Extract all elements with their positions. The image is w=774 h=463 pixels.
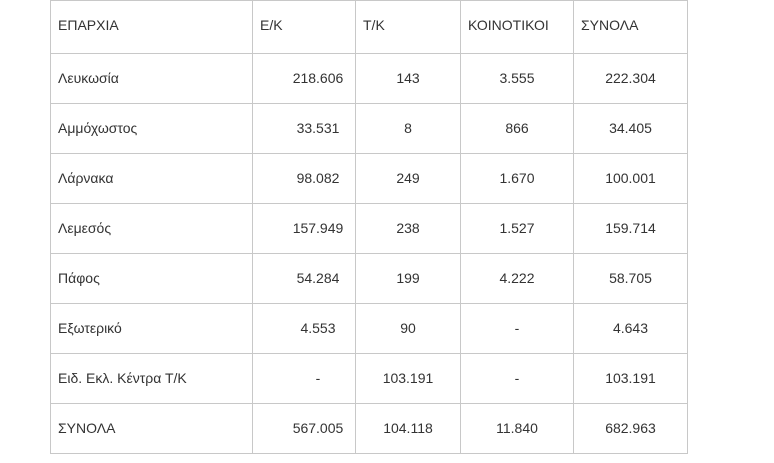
row-total: 34.405 <box>573 103 688 154</box>
results-table: ΕΠΑΡΧΙΑ Ε/Κ Τ/Κ ΚΟΙΝΟΤΙΚΟΙ ΣΥΝΟΛΑ Λευκωσ… <box>50 0 688 454</box>
totals-total: 682.963 <box>573 403 688 454</box>
row-name: Εξωτερικό <box>50 303 253 354</box>
row-tk: 199 <box>355 253 461 304</box>
table-row: Λευκωσία 218.606 143 3.555 222.304 <box>50 53 688 104</box>
row-koinotikoi: 1.670 <box>460 153 574 204</box>
row-total: 58.705 <box>573 253 688 304</box>
row-koinotikoi: - <box>460 353 574 404</box>
row-tk: 90 <box>355 303 461 354</box>
totals-label: ΣΥΝΟΛΑ <box>50 403 253 454</box>
table-row: Αμμόχωστος 33.531 8 866 34.405 <box>50 103 688 154</box>
row-name: Λάρνακα <box>50 153 253 204</box>
row-name: Λεμεσός <box>50 203 253 254</box>
row-ek: 33.531 <box>252 103 356 154</box>
header-eparchia: ΕΠΑΡΧΙΑ <box>50 0 253 54</box>
row-total: 103.191 <box>573 353 688 404</box>
row-koinotikoi: 866 <box>460 103 574 154</box>
totals-tk: 104.118 <box>355 403 461 454</box>
row-ek: - <box>252 353 356 404</box>
table-row: Λεμεσός 157.949 238 1.527 159.714 <box>50 203 688 254</box>
row-koinotikoi: 3.555 <box>460 53 574 104</box>
header-synola: ΣΥΝΟΛΑ <box>573 0 688 54</box>
row-tk: 103.191 <box>355 353 461 404</box>
row-name: Ειδ. Εκλ. Κέντρα Τ/Κ <box>50 353 253 404</box>
row-total: 100.001 <box>573 153 688 204</box>
row-name: Πάφος <box>50 253 253 304</box>
header-koinotikoi: ΚΟΙΝΟΤΙΚΟΙ <box>460 0 574 54</box>
table-row: Ειδ. Εκλ. Κέντρα Τ/Κ - 103.191 - 103.191 <box>50 353 688 404</box>
table-header-row: ΕΠΑΡΧΙΑ Ε/Κ Τ/Κ ΚΟΙΝΟΤΙΚΟΙ ΣΥΝΟΛΑ <box>50 0 688 54</box>
row-name: Λευκωσία <box>50 53 253 104</box>
totals-row: ΣΥΝΟΛΑ 567.005 104.118 11.840 682.963 <box>50 403 688 454</box>
row-tk: 8 <box>355 103 461 154</box>
table-row: Λάρνακα 98.082 249 1.670 100.001 <box>50 153 688 204</box>
header-tk: Τ/Κ <box>355 0 461 54</box>
row-koinotikoi: 1.527 <box>460 203 574 254</box>
row-koinotikoi: 4.222 <box>460 253 574 304</box>
row-ek: 218.606 <box>252 53 356 104</box>
row-tk: 249 <box>355 153 461 204</box>
row-tk: 238 <box>355 203 461 254</box>
row-ek: 4.553 <box>252 303 356 354</box>
row-koinotikoi: - <box>460 303 574 354</box>
row-ek: 54.284 <box>252 253 356 304</box>
header-ek: Ε/Κ <box>252 0 356 54</box>
table-row: Εξωτερικό 4.553 90 - 4.643 <box>50 303 688 354</box>
totals-koinotikoi: 11.840 <box>460 403 574 454</box>
totals-ek: 567.005 <box>252 403 356 454</box>
row-total: 4.643 <box>573 303 688 354</box>
row-total: 159.714 <box>573 203 688 254</box>
row-ek: 157.949 <box>252 203 356 254</box>
row-ek: 98.082 <box>252 153 356 204</box>
row-tk: 143 <box>355 53 461 104</box>
row-name: Αμμόχωστος <box>50 103 253 154</box>
row-total: 222.304 <box>573 53 688 104</box>
table-row: Πάφος 54.284 199 4.222 58.705 <box>50 253 688 304</box>
